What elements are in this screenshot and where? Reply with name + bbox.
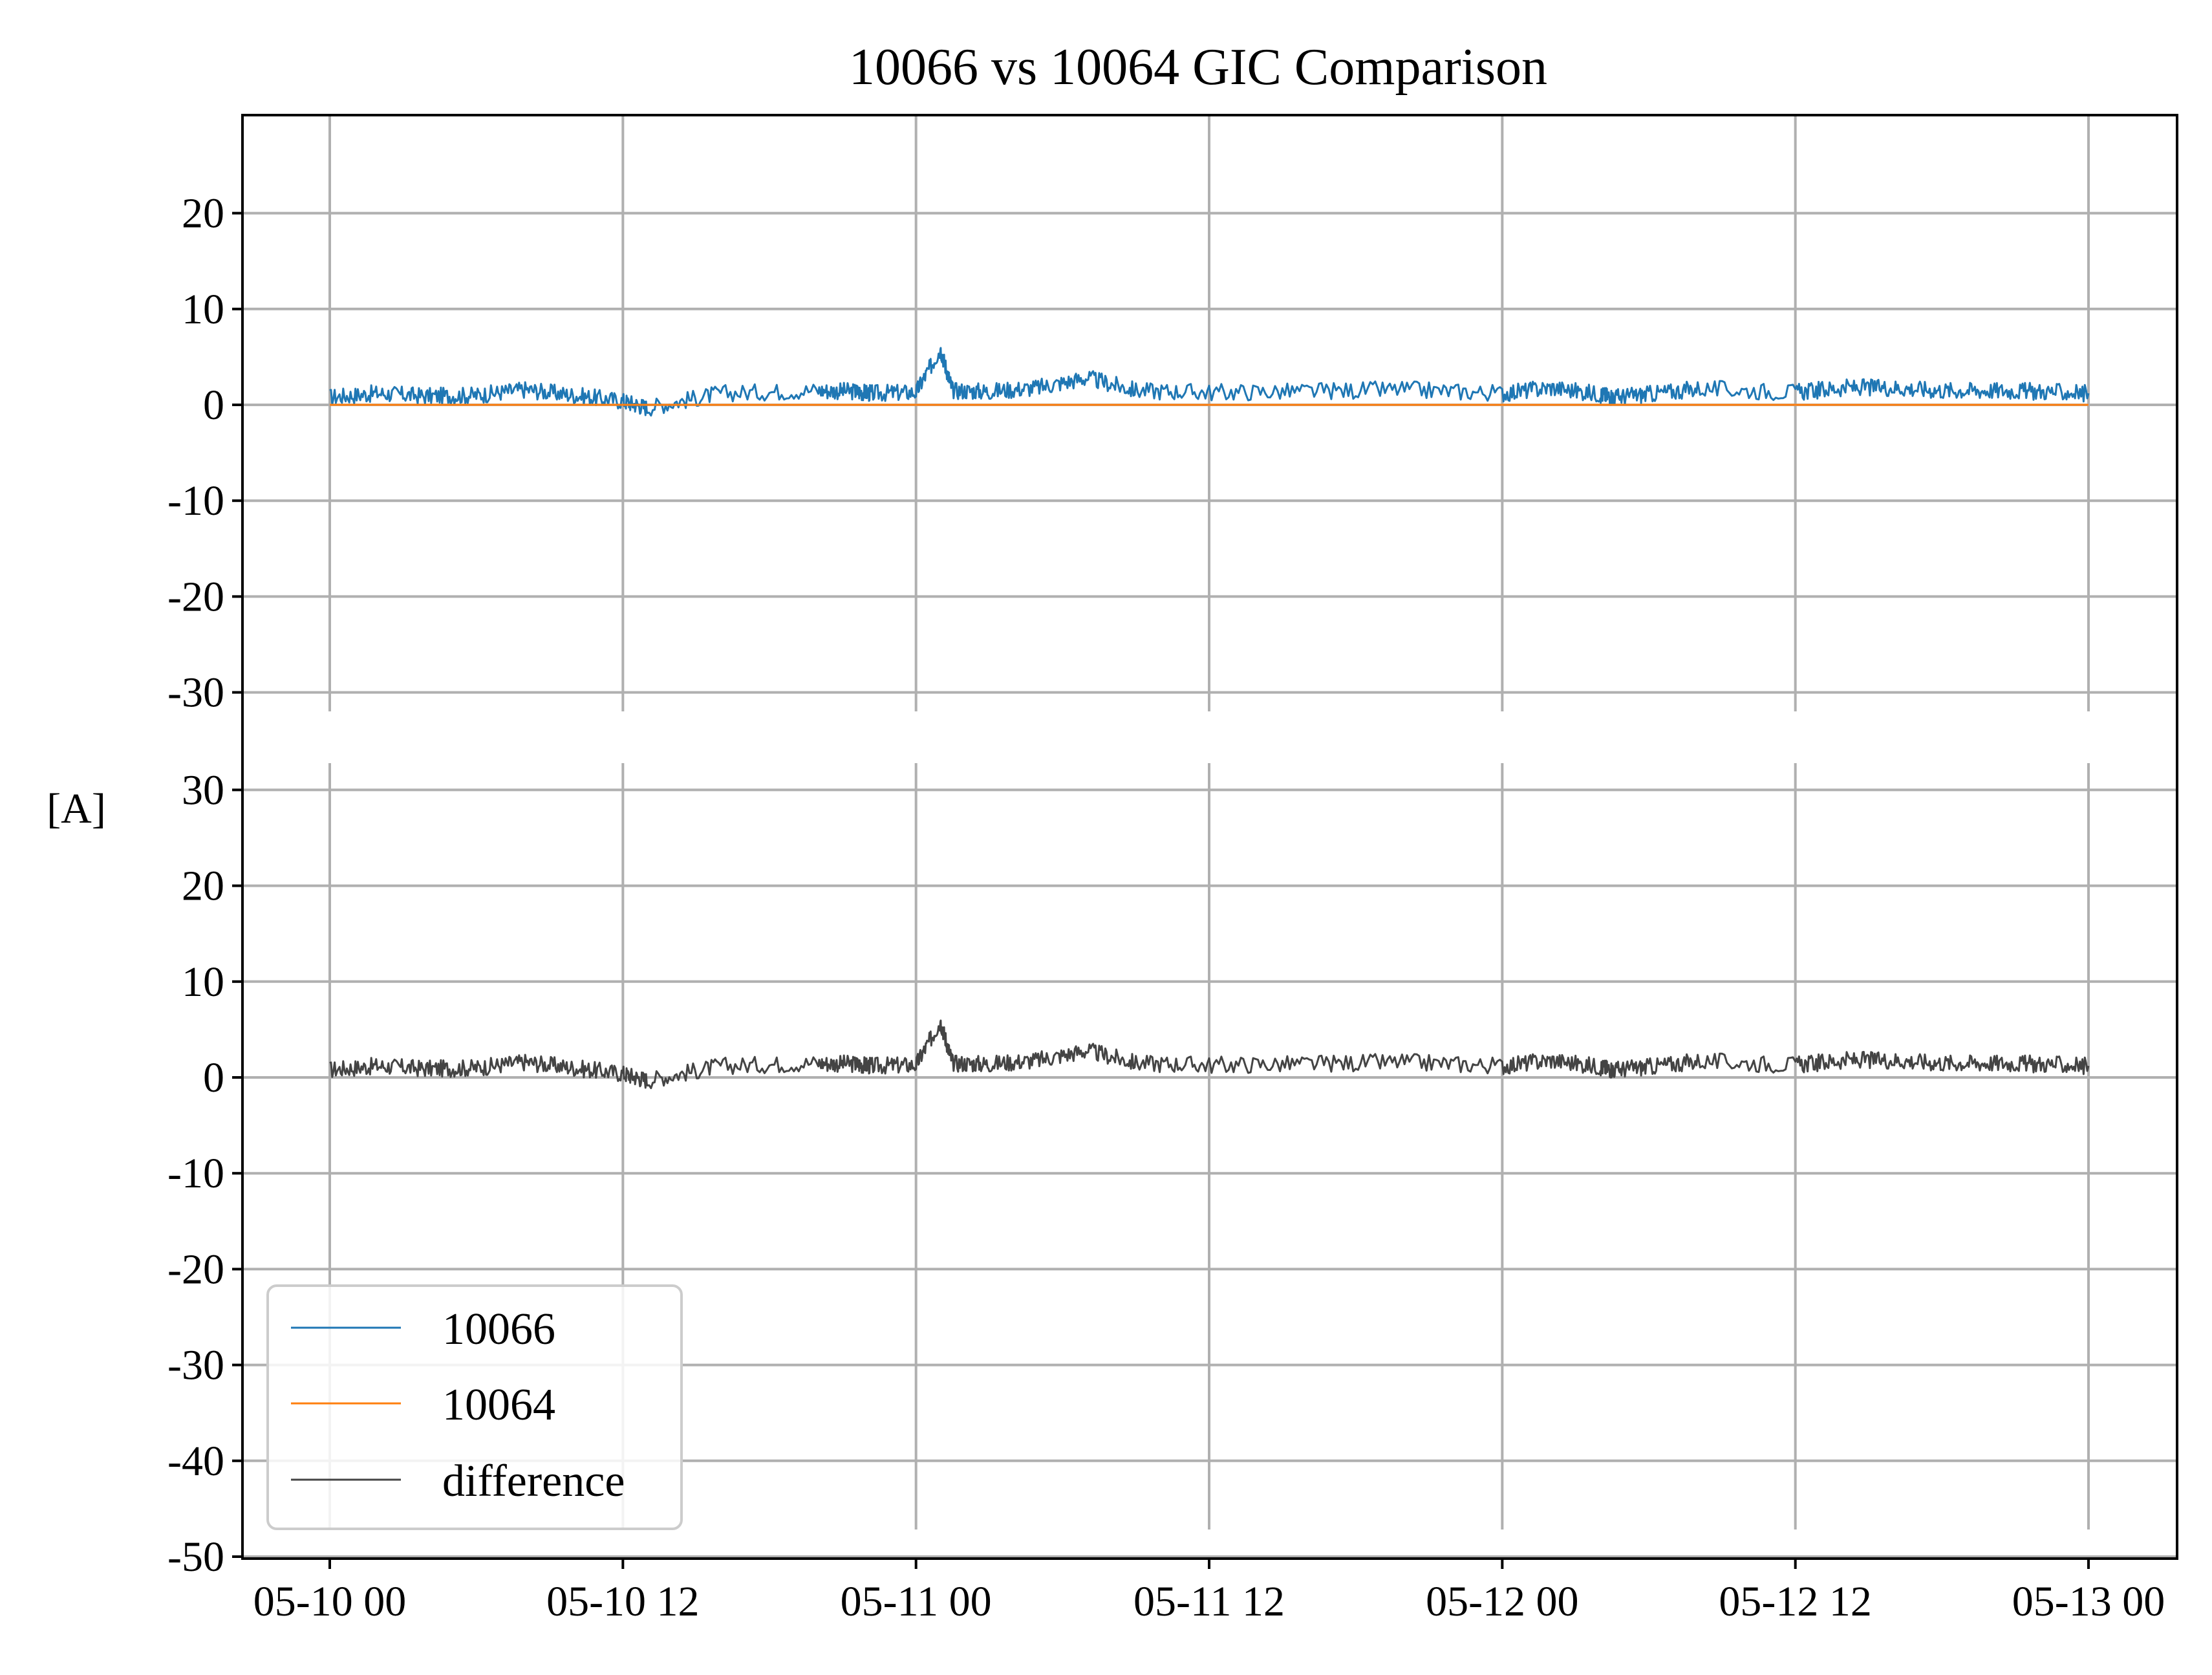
legend-label-difference: difference xyxy=(442,1456,625,1506)
series-line-10066 xyxy=(329,347,2090,417)
y-tick-label-upper-1: 10 xyxy=(182,286,224,333)
y-tick-label-lower-5: -20 xyxy=(167,1246,224,1293)
y-tick-label-upper-5: -30 xyxy=(167,669,224,717)
x-tick-label-4: 05-12 00 xyxy=(1426,1578,1578,1625)
y-tick-label-upper-0: 20 xyxy=(182,190,224,237)
legend-label-10064: 10064 xyxy=(442,1380,555,1430)
legend-label-10066: 10066 xyxy=(442,1304,555,1354)
y-tick-label-upper-2: 0 xyxy=(203,382,224,429)
legend-box xyxy=(266,1284,683,1530)
y-tick-label-lower-4: -10 xyxy=(167,1150,224,1197)
x-tick-label-0: 05-10 00 xyxy=(253,1578,406,1625)
y-tick-label-lower-6: -30 xyxy=(167,1342,224,1389)
series-line-difference xyxy=(329,1019,2090,1090)
y-tick-label-upper-3: -10 xyxy=(167,477,224,524)
x-tick-label-6: 05-13 00 xyxy=(2012,1578,2165,1625)
y-tick-label-lower-1: 20 xyxy=(182,863,224,910)
tick-layer: 05-10 00 05-10 12 05-11 00 05-11 12 05-12 00… xyxy=(167,190,2165,1625)
y-tick-label-lower-7: -40 xyxy=(167,1438,224,1485)
y-tick-label-lower-0: 30 xyxy=(182,766,224,814)
y-tick-label-upper-4: -20 xyxy=(167,573,224,620)
y-tick-label-lower-8: -50 xyxy=(167,1533,224,1581)
series-layer xyxy=(329,347,2090,1090)
x-tick-label-2: 05-11 00 xyxy=(841,1578,992,1625)
y-tick-label-lower-3: 0 xyxy=(203,1054,224,1101)
y-axis-label: [A] xyxy=(47,785,106,832)
plot-frame xyxy=(241,114,2178,1560)
y-tick-label-lower-2: 10 xyxy=(182,958,224,1006)
legend: 10066 10064 difference xyxy=(266,1284,683,1530)
x-tick-label-1: 05-10 12 xyxy=(546,1578,699,1625)
grid-layer xyxy=(242,115,2177,1558)
x-tick-label-3: 05-11 12 xyxy=(1133,1578,1285,1625)
chart-title: 10066 vs 10064 GIC Comparison xyxy=(849,39,1547,96)
x-tick-label-5: 05-12 12 xyxy=(1719,1578,1871,1625)
